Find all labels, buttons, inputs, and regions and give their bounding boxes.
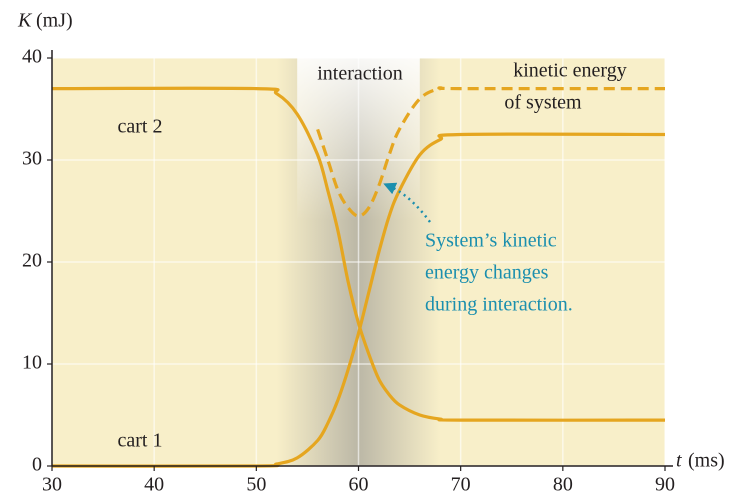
y-tick-label: 40 [22,46,42,68]
y-axis-symbol: K [17,10,33,32]
x-tick-label: 60 [349,474,369,495]
annotation: System’s kinetic [425,230,557,252]
x-tick-label: 50 [246,474,266,495]
annotation: kinetic energy [513,60,626,82]
x-tick-label: 30 [42,474,62,495]
annotation: during interaction. [425,294,573,316]
annotation: interaction [317,63,403,85]
lines [51,86,666,468]
series-line [51,86,666,422]
y-axis-unit: (mJ) [36,10,73,32]
x-tick-label: 40 [144,474,164,495]
x-tick-label: 70 [451,474,471,495]
x-axis-symbol: t [676,450,682,472]
annotation: energy changes [425,262,549,284]
annotation-arrow [383,182,432,223]
y-tick-label: 20 [22,250,42,272]
x-axis-unit: (ms) [688,450,725,472]
annotation: of system [504,92,582,114]
x-tick-label: 80 [553,474,573,495]
axes: 30 40 50 60 70 80 90 0 10 20 30 40 [22,46,675,495]
y-tick-label: 0 [32,454,42,476]
series-line [51,132,666,468]
series-line [316,86,665,218]
annotation: cart 2 [118,116,163,138]
y-tick-label: 10 [22,352,42,374]
y-tick-label: 30 [22,148,42,170]
annotation: cart 1 [118,430,163,452]
x-tick-label: 90 [655,474,675,495]
